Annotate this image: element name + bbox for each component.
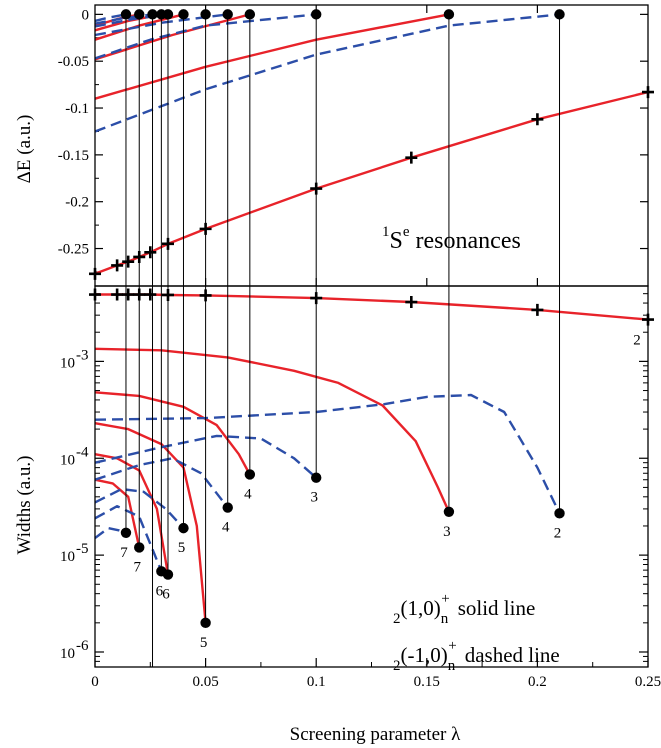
top-series-0-line [94,90,649,275]
top-plus-marker [405,151,418,164]
x-tick-label: 0.25 [635,674,661,690]
legend-dashed-sup: + [448,638,456,654]
bottom-y-axis-title: Widths (a.u.) [14,456,35,555]
legend-solid-sub: n [441,611,449,627]
bottom-end-label: 5 [178,540,186,556]
legend-dashed: 2(-1,0)n + dashed line [393,638,560,674]
bottom-y-tick-exponent: -3 [76,347,89,363]
top-series-10-line [94,13,153,25]
bottom-y-tick-label: 10 [60,452,75,468]
bottom-end-label: 6 [162,587,170,603]
bottom-end-label: 4 [244,486,252,502]
bottom-series-6-line [94,393,561,514]
bottom-plus-marker [122,288,135,301]
legend-dashed-main: (-1,0) [401,643,448,667]
legend-dashed-sub: n [448,658,456,674]
annotation-sup-right: e [403,224,410,240]
top-y-tick-label: -0.1 [65,101,89,117]
bottom-end-label: 4 [222,520,230,536]
annotation-sup-left: 1 [382,224,390,240]
legend-dashed-text: dashed line [465,643,560,667]
top-series-lines [94,13,649,275]
bottom-series-5-line [94,478,141,548]
x-tick-label: 0.1 [307,674,326,690]
top-series-11-line [94,13,127,23]
bottom-frame [94,285,649,668]
top-y-ticks: 0 -0.05 -0.1 -0.15 -0.2 -0.25 [58,5,648,286]
bottom-series-7-line [94,434,317,479]
bottom-plus-marker [531,303,544,316]
x-tick-label: 0 [91,674,99,690]
top-plus-marker [111,259,124,272]
bottom-series-3-line [94,422,207,623]
top-series-2-line [94,13,251,61]
bottom-y-tick-exponent: -5 [76,541,89,557]
bottom-ticks: 10 -610 -510 -410 -30 0.05 0.1 0.15 0.2 0.25 [60,285,661,690]
top-panel: 0 -0.05 -0.1 -0.15 -0.2 -0.25 ΔE (a.u.) 1Se r… [14,5,654,286]
annotation-main: S [390,228,403,254]
legend-solid-pre: 2 [393,611,401,627]
top-y-tick-label: -0.25 [58,242,89,258]
top-y-tick-label: 0 [82,7,90,23]
bottom-end-label: 7 [133,559,141,575]
bottom-end-label: 5 [200,635,208,651]
bottom-y-tick-label: 10 [60,549,75,565]
top-y-axis-title: ΔE (a.u.) [14,115,35,184]
bottom-y-tick-label: 10 [60,646,75,662]
bottom-series-11-line [94,526,127,540]
bottom-series-0-line [95,293,649,321]
top-plus-marker [531,113,544,126]
bottom-series-2-line [94,391,251,476]
bottom-end-label: 3 [310,490,318,506]
bottom-end-label: 2 [554,525,562,541]
bottom-plus-marker [144,288,157,301]
x-tick-label: 0.2 [528,674,547,690]
top-annotation: 1Se resonances [382,224,521,254]
top-series-6-line [94,13,560,133]
x-axis-title: Screening parameter λ [290,724,461,745]
connector-lines [125,14,561,667]
bottom-y-tick-exponent: -4 [76,444,89,460]
legend-solid: 2(1,0)n + solid line [393,591,535,627]
bottom-panel: 10 -610 -510 -410 -30 0.05 0.1 0.15 0.2 0.25 776 6… [14,285,661,745]
top-plus-marker [144,246,157,259]
x-tick-label: 0.15 [414,674,440,690]
legend-dashed-pre: 2 [393,658,401,674]
bottom-series-8-line [94,457,229,509]
bottom-series-10-line [94,505,163,572]
top-markers [89,9,654,280]
top-series-7-line [94,13,317,60]
panel-frames [94,4,649,668]
bottom-end-label: 7 [120,545,128,561]
top-series-1-line [94,13,450,100]
bottom-plus-marker [111,288,124,301]
legend-solid-main: (1,0) [401,596,441,620]
top-plus-marker [122,255,135,268]
bottom-end-label: 6 [156,583,164,599]
legend-solid-sup: + [441,591,449,607]
top-frame [94,4,649,287]
bottom-plus-marker [405,296,418,309]
bottom-extra-label: 2 [633,332,641,348]
legend-solid-text: solid line [458,596,536,620]
bottom-y-tick-exponent: -6 [76,638,89,654]
x-tick-label: 0.05 [192,674,218,690]
bottom-end-label: 3 [443,524,451,540]
top-y-tick-label: -0.15 [58,148,89,164]
top-y-tick-label: -0.2 [65,195,89,211]
top-series-9-line [94,13,169,28]
bottom-series-9-line [94,487,185,529]
annotation-rest: resonances [410,228,521,254]
top-y-tick-label: -0.05 [58,54,89,70]
bottom-series-lines [94,293,649,623]
bottom-y-tick-label: 10 [60,355,75,371]
